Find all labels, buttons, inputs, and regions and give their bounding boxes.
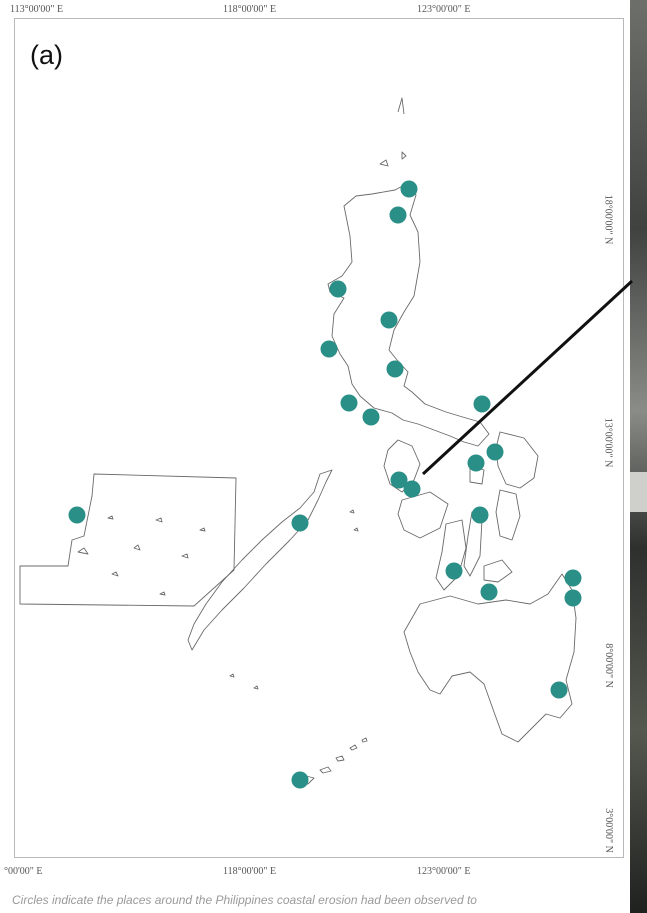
photo-light-band bbox=[630, 472, 647, 512]
erosion-site-marker bbox=[471, 506, 489, 524]
erosion-site-marker bbox=[291, 771, 309, 789]
erosion-site-marker bbox=[68, 506, 86, 524]
erosion-site-marker bbox=[386, 360, 404, 378]
erosion-site-marker bbox=[403, 480, 421, 498]
erosion-site-marker bbox=[320, 340, 338, 358]
erosion-site-marker bbox=[564, 589, 582, 607]
erosion-site-marker bbox=[291, 514, 309, 532]
top-lon-label-3: 123°00'00" E bbox=[417, 4, 471, 15]
erosion-site-marker bbox=[340, 394, 358, 412]
erosion-site-marker bbox=[389, 206, 407, 224]
erosion-site-marker bbox=[473, 395, 491, 413]
negros-outline bbox=[435, 519, 467, 591]
erosion-site-marker bbox=[445, 562, 463, 580]
erosion-site-marker bbox=[550, 681, 568, 699]
map-caption: Circles indicate the places around the P… bbox=[12, 893, 477, 907]
mindanao-outline bbox=[403, 573, 577, 743]
erosion-site-marker bbox=[380, 311, 398, 329]
top-lon-label-1: 113°00'00" E bbox=[10, 4, 64, 15]
samar-outline bbox=[495, 431, 539, 489]
panay-outline bbox=[397, 491, 449, 539]
bottom-lon-label-3: 123°00'00" E bbox=[417, 866, 471, 877]
erosion-site-marker bbox=[467, 454, 485, 472]
erosion-site-marker bbox=[564, 569, 582, 587]
bottom-lon-label-1: °00'00" E bbox=[4, 866, 43, 877]
erosion-site-marker bbox=[400, 180, 418, 198]
panel-label: (a) bbox=[30, 40, 63, 70]
erosion-markers bbox=[68, 180, 582, 789]
mindoro-outline bbox=[383, 439, 421, 493]
pointer-line bbox=[421, 279, 634, 476]
erosion-site-marker bbox=[486, 443, 504, 461]
top-lon-label-2: 118°00'00" E bbox=[223, 4, 277, 15]
erosion-site-marker bbox=[362, 408, 380, 426]
palawan-outline bbox=[187, 469, 333, 651]
leyte-outline bbox=[495, 489, 521, 541]
erosion-site-marker bbox=[390, 471, 408, 489]
luzon-outline bbox=[327, 181, 490, 447]
bohol-outline bbox=[483, 559, 513, 583]
erosion-site-marker bbox=[329, 280, 347, 298]
erosion-site-marker bbox=[480, 583, 498, 601]
adjacent-photo-strip bbox=[630, 0, 647, 913]
bottom-lon-label-2: 118°00'00" E bbox=[223, 866, 277, 877]
kalayaan-boundary bbox=[19, 473, 237, 607]
